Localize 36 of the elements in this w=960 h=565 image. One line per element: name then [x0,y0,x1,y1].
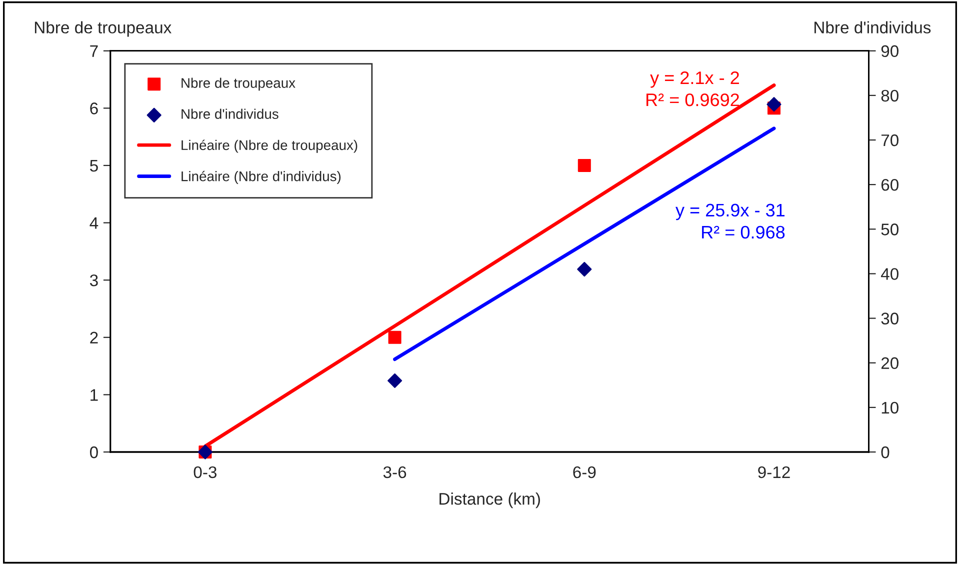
y2-tick-label: 0 [881,446,890,458]
x-axis-title: Distance (km) [440,492,540,508]
y2-tick-label: 50 [881,224,898,236]
y-tick-label: 6 [90,102,98,114]
point [388,330,402,344]
y-tick-label: 1 [90,389,98,401]
legend-label: Linéaire (Nbre d'individus) [182,170,341,184]
y-tick-label: 7 [90,45,98,57]
y-tick-label: 4 [90,217,98,229]
x-tick-label: 9-12 [758,466,790,478]
y2-tick-label: 80 [881,90,898,102]
legend-label: Linéaire (Nbre de troupeaux) [182,140,358,153]
y-tick-label: 5 [90,160,98,172]
x-tick-label: 0-3 [194,466,217,478]
legend-label: Nbre de troupeaux [182,78,296,91]
x-tick-label: 3-6 [383,466,406,478]
annotation: y = 2.1x - 2 R² = 0.9692 [646,71,739,106]
y-tick-label: 3 [90,274,98,286]
x-tick-label: 6-9 [573,466,596,478]
y-axis-title: Nbre de troupeaux [34,21,172,37]
point [766,97,782,112]
y2-tick-label: 40 [880,268,898,280]
point [578,158,591,172]
y-tick-label: 2 [90,332,98,344]
y2-axis-title: Nbre d'individus [814,21,931,34]
y2-tick-label: 60 [881,178,898,191]
legend-label: Nbre d'individus [182,108,278,119]
point [577,262,592,277]
point [388,373,402,388]
y-tick-label: 0 [90,446,98,458]
y2-tick-label: 90 [881,45,898,58]
y2-tick-label: 10 [882,402,898,414]
y2-tick-label: 20 [881,357,898,370]
y2-tick-label: 30 [881,312,898,324]
annotation: y = 25.9x - 31 R² = 0.968 [676,204,785,239]
y2-tick-label: 70 [881,134,898,146]
